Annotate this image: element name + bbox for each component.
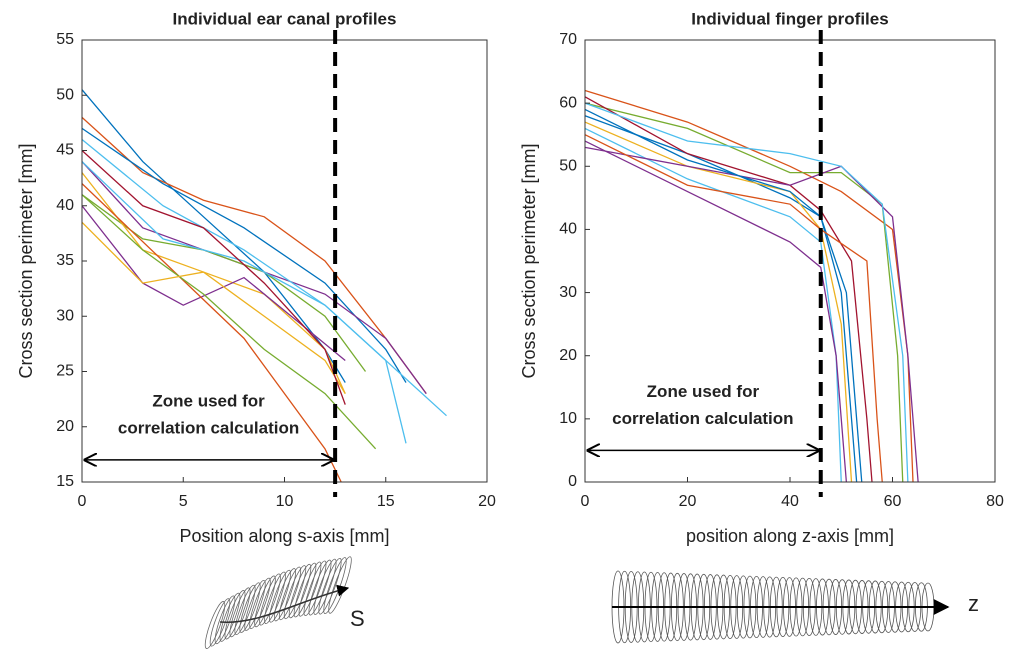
y-tick-label: 25 xyxy=(56,363,74,380)
y-tick-label: 15 xyxy=(56,473,74,490)
coil-ring xyxy=(229,587,251,638)
data-line xyxy=(81,194,377,450)
coil-ring xyxy=(234,584,256,636)
data-line xyxy=(584,102,909,483)
y-tick-label: 50 xyxy=(559,158,577,175)
data-line xyxy=(584,140,848,483)
y-tick-label: 30 xyxy=(56,307,74,324)
data-line xyxy=(81,150,346,405)
coil-ring xyxy=(313,558,337,615)
y-tick-label: 50 xyxy=(56,86,74,103)
data-line xyxy=(584,108,863,483)
y-tick-label: 10 xyxy=(559,410,577,427)
data-line xyxy=(584,102,904,483)
zone-annotation: Zone used for xyxy=(152,391,265,410)
zone-annotation: correlation calculation xyxy=(118,418,299,437)
data-line xyxy=(81,161,427,394)
data-line xyxy=(81,138,407,444)
axis-curve xyxy=(219,584,350,623)
zone-annotation: correlation calculation xyxy=(612,409,793,428)
x-tick-label: 20 xyxy=(679,493,697,510)
data-line xyxy=(584,127,842,483)
coil-ring xyxy=(303,560,327,617)
x-tick-label: 80 xyxy=(986,493,1004,510)
coil-ring xyxy=(288,563,312,619)
data-line xyxy=(584,121,853,483)
coil-ring xyxy=(209,598,231,647)
y-tick-label: 20 xyxy=(559,347,577,364)
coil-ring xyxy=(219,592,241,642)
coil-ring xyxy=(273,568,297,622)
y-tick-label: 30 xyxy=(559,284,577,301)
y-tick-label: 40 xyxy=(56,197,74,214)
axis-symbol: S xyxy=(350,606,365,631)
data-line xyxy=(81,194,367,372)
coil-ring xyxy=(244,579,266,631)
data-line xyxy=(81,161,447,417)
x-tick-label: 10 xyxy=(276,493,294,510)
x-tick-label: 40 xyxy=(781,493,799,510)
x-axis-label: position along z-axis [mm] xyxy=(686,526,894,546)
x-tick-label: 20 xyxy=(478,493,496,510)
y-tick-label: 70 xyxy=(559,31,577,48)
finger-illustration xyxy=(611,570,950,644)
y-tick-label: 0 xyxy=(568,473,577,490)
y-axis-label: Cross section perimeter [mm] xyxy=(519,143,539,378)
coil-ring xyxy=(254,575,276,628)
axis-symbol: z xyxy=(968,591,979,616)
coil-ring xyxy=(308,559,332,616)
x-tick-label: 15 xyxy=(377,493,395,510)
coil-ring xyxy=(204,601,226,649)
y-tick-label: 60 xyxy=(559,94,577,111)
x-tick-label: 60 xyxy=(884,493,902,510)
coil-ring xyxy=(278,566,302,621)
data-line xyxy=(81,127,407,383)
data-line xyxy=(81,89,346,383)
x-axis-label: Position along s-axis [mm] xyxy=(179,526,389,546)
data-line xyxy=(81,172,346,394)
coil-ring xyxy=(249,577,271,630)
zone-annotation: Zone used for xyxy=(647,382,760,401)
y-tick-label: 35 xyxy=(56,252,74,269)
coil-ring xyxy=(224,590,246,640)
data-line xyxy=(81,221,346,394)
chart-title: Individual finger profiles xyxy=(691,9,888,28)
y-tick-label: 40 xyxy=(559,221,577,238)
data-line xyxy=(81,205,346,361)
coil-ring xyxy=(239,582,261,633)
x-tick-label: 0 xyxy=(78,493,87,510)
plot-frame xyxy=(81,39,488,483)
x-tick-label: 5 xyxy=(179,493,188,510)
y-tick-label: 20 xyxy=(56,418,74,435)
coil-ring xyxy=(318,557,342,615)
y-axis-label: Cross section perimeter [mm] xyxy=(16,143,36,378)
y-tick-label: 55 xyxy=(56,31,74,48)
y-tick-label: 45 xyxy=(56,142,74,159)
ear-canal-illustration xyxy=(204,556,352,649)
coil-ring xyxy=(293,562,317,618)
coil-ring xyxy=(264,571,286,625)
coil-ring xyxy=(298,561,322,617)
coil-ring xyxy=(269,569,291,623)
coil-ring xyxy=(283,565,307,620)
x-tick-label: 0 xyxy=(581,493,590,510)
coil-ring xyxy=(259,573,281,626)
chart-title: Individual ear canal profiles xyxy=(173,9,397,28)
